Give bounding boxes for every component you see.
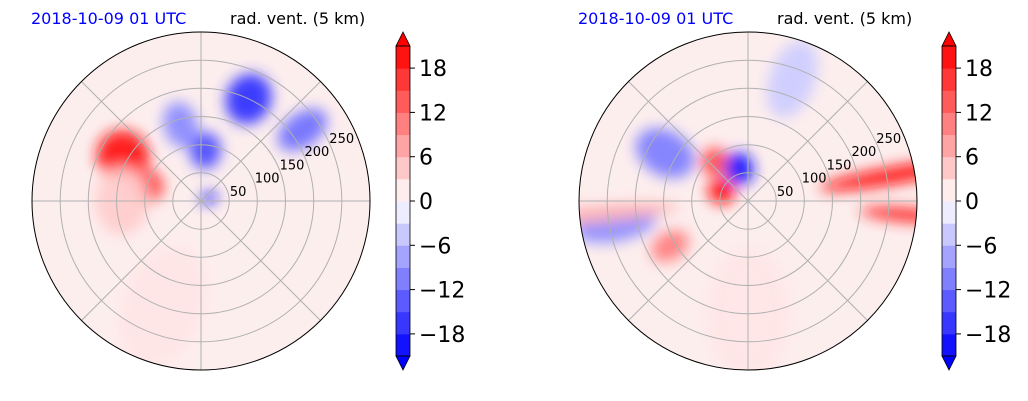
plot-left-field-feature bbox=[163, 101, 198, 148]
colorbar-right-level bbox=[942, 112, 956, 136]
plot-left-grid bbox=[32, 32, 370, 370]
plot-right-frame bbox=[578, 31, 918, 371]
colorbar-right-tick-label: −18 bbox=[965, 323, 1011, 348]
colorbar-right-tick-label: 18 bbox=[965, 57, 993, 82]
plot-right-variable-title: rad. vent. (5 km) bbox=[777, 9, 912, 28]
plot-left-azimuth-spoke bbox=[81, 81, 202, 202]
plot-right-azimuth-spoke bbox=[747, 200, 868, 321]
colorbar-left-level bbox=[396, 46, 410, 69]
plot-right-field-feature bbox=[651, 230, 689, 262]
colorbar-left-tick-label: 12 bbox=[419, 101, 447, 126]
colorbar-right-level bbox=[942, 267, 956, 291]
plot-left-radial-tick-label: 50 bbox=[230, 185, 247, 200]
plot-right-field-feature bbox=[579, 203, 680, 227]
plot-left-azimuth-spoke bbox=[81, 200, 202, 321]
plot-right-radial-tick-label: 200 bbox=[852, 145, 877, 160]
colorbar-left-level bbox=[396, 178, 410, 202]
colorbar-right-level bbox=[942, 201, 956, 224]
colorbar-left-level bbox=[396, 68, 410, 91]
colorbar-left-tick-label: −18 bbox=[419, 323, 465, 348]
plot-left-radial-tick-label: 200 bbox=[305, 145, 330, 160]
colorbar-left-level bbox=[396, 245, 410, 268]
plot-right-field-feature bbox=[725, 152, 754, 185]
plot-right-radial-tick-label: 150 bbox=[827, 158, 852, 173]
colorbar-left-level bbox=[396, 112, 410, 136]
colorbar-left-extend-min bbox=[395, 355, 411, 371]
colorbar-right-tick-label: 12 bbox=[965, 101, 993, 126]
plot-left-radial-tick-label: 150 bbox=[280, 158, 305, 173]
colorbar-left-level bbox=[396, 90, 410, 113]
plot-left-field-feature bbox=[189, 132, 221, 169]
plot-right-field-feature bbox=[860, 206, 917, 224]
plot-left-radial-tick-label: 100 bbox=[255, 172, 280, 187]
colorbar-right-level bbox=[942, 68, 956, 91]
colorbar-right-level bbox=[942, 90, 956, 113]
colorbar-right-extend-max bbox=[941, 31, 957, 47]
polar-plot-right: 2018-10-09 01 UTC rad. vent. (5 km) 50 10… bbox=[578, 9, 918, 371]
plot-left-time-title: 2018-10-09 01 UTC bbox=[31, 9, 186, 28]
plot-left-field-feature bbox=[277, 108, 328, 151]
colorbar-right-level bbox=[942, 156, 956, 180]
colorbar-right-level bbox=[942, 178, 956, 202]
colorbar-left-level bbox=[396, 289, 410, 313]
plot-right-radial-tick-label: 250 bbox=[876, 132, 901, 147]
colorbar-left-level bbox=[396, 267, 410, 291]
colorbar-right-tick-label: 0 bbox=[965, 190, 979, 215]
colorbar-left-level bbox=[396, 223, 410, 246]
colorbar-left-level bbox=[396, 201, 410, 224]
plot-left-radial-tick-label: 250 bbox=[329, 132, 354, 147]
colorbar-right-level bbox=[942, 223, 956, 246]
colorbar-left-tick-label: −6 bbox=[419, 234, 451, 259]
plot-right-field bbox=[579, 32, 917, 370]
colorbar-left-level bbox=[396, 333, 410, 357]
plot-right-grid bbox=[579, 32, 917, 370]
colorbar-left: 18 12 6 0 −6 −12 −18 bbox=[395, 31, 465, 371]
colorbar-right-tick-label: 6 bbox=[965, 146, 979, 171]
plot-right-azimuth-spoke bbox=[747, 81, 868, 202]
colorbar-left-tick-label: 18 bbox=[419, 57, 447, 82]
colorbar-right-level bbox=[942, 289, 956, 313]
plot-right-field-feature bbox=[635, 128, 695, 179]
plot-left-frame bbox=[31, 31, 371, 371]
plot-right-field-feature bbox=[767, 40, 818, 118]
colorbar-right: 18 12 6 0 −6 −12 −18 bbox=[941, 31, 1011, 371]
colorbar-left-tick-label: 0 bbox=[419, 190, 433, 215]
colorbar-left-level bbox=[396, 134, 410, 158]
plot-right-field-feature bbox=[701, 147, 730, 177]
colorbar-left-level bbox=[396, 311, 410, 335]
colorbar-right-tick-label: −6 bbox=[965, 234, 997, 259]
plot-right-azimuth-spoke bbox=[628, 81, 749, 202]
colorbar-right-level bbox=[942, 245, 956, 268]
colorbar-right-level bbox=[942, 333, 956, 357]
colorbar-right-tick-label: −12 bbox=[965, 279, 1011, 304]
plot-left-azimuth-spoke bbox=[200, 81, 321, 202]
colorbar-left-level bbox=[396, 156, 410, 180]
colorbar-left-tick-label: 6 bbox=[419, 146, 433, 171]
plot-right-radial-tick-label: 100 bbox=[802, 172, 827, 187]
plot-left-azimuth-spoke bbox=[200, 200, 321, 321]
plot-left-variable-title: rad. vent. (5 km) bbox=[230, 9, 365, 28]
colorbar-right-level bbox=[942, 134, 956, 158]
colorbar-right-level bbox=[942, 46, 956, 69]
plot-left-field-feature bbox=[96, 130, 150, 182]
polar-plot-left: 2018-10-09 01 UTC rad. vent. (5 km) 50 10… bbox=[31, 9, 371, 371]
colorbar-right-level bbox=[942, 311, 956, 335]
colorbar-left-tick-label: −12 bbox=[419, 279, 465, 304]
plot-right-radial-tick-label: 50 bbox=[777, 185, 794, 200]
plot-right-azimuth-spoke bbox=[628, 200, 749, 321]
colorbar-left-extend-max bbox=[395, 31, 411, 47]
colorbar-right-extend-min bbox=[941, 355, 957, 371]
plot-right-time-title: 2018-10-09 01 UTC bbox=[578, 9, 733, 28]
